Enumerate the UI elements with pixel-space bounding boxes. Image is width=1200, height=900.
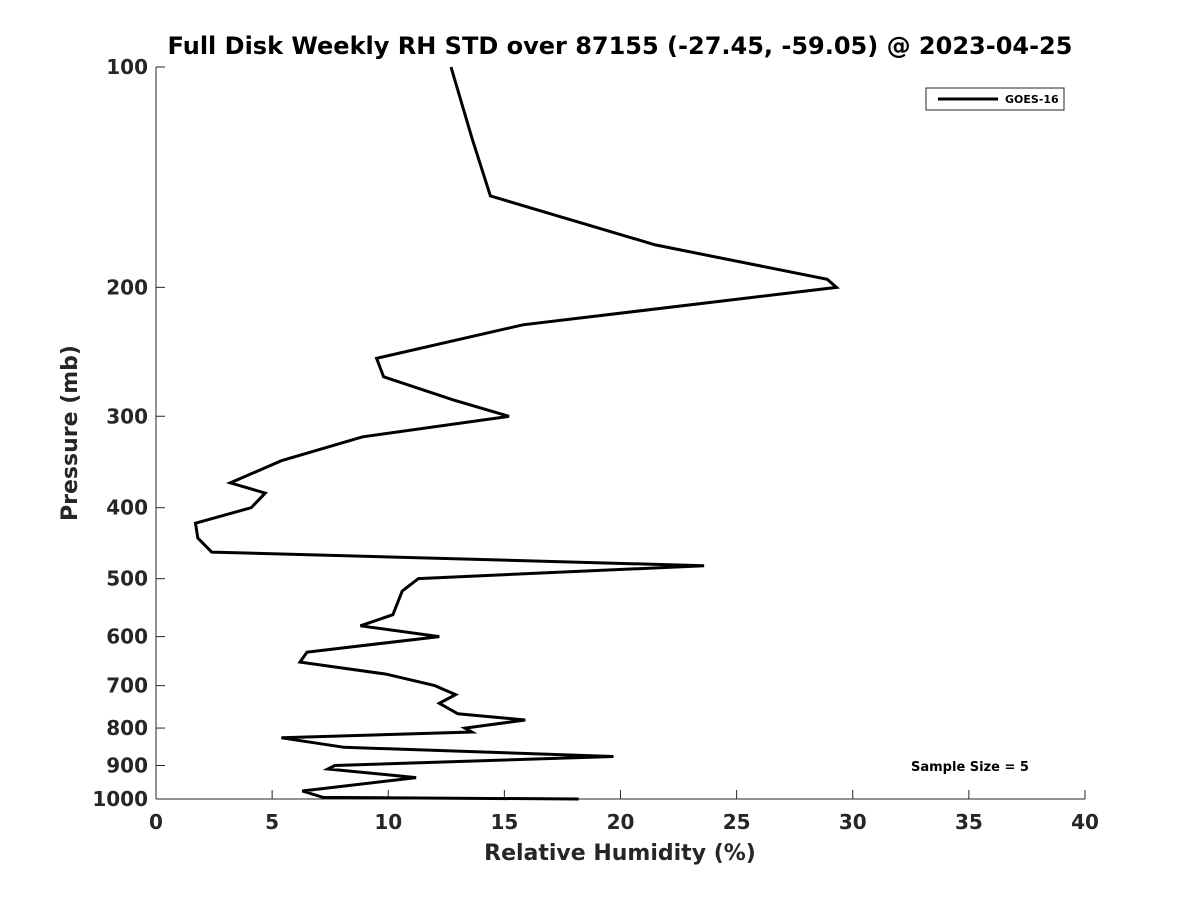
y-tick-label: 700	[106, 674, 148, 698]
x-tick-label: 15	[490, 810, 518, 834]
series-line-goes-16	[193, 66, 841, 801]
y-tick-label: 1000	[92, 787, 148, 811]
x-tick-label: 35	[955, 810, 983, 834]
y-tick-label: 400	[106, 496, 148, 520]
y-tick-label: 300	[106, 404, 148, 428]
x-tick-label: 10	[374, 810, 402, 834]
y-tick-label: 500	[106, 567, 148, 591]
x-tick-label: 25	[723, 810, 751, 834]
x-tick-label: 5	[265, 810, 279, 834]
y-tick-label: 200	[106, 275, 148, 299]
x-tick-label: 40	[1071, 810, 1099, 834]
y-tick-label: 600	[106, 625, 148, 649]
series-layer	[193, 66, 841, 801]
legend-label-goes16: GOES-16	[1005, 93, 1059, 106]
y-axis-label: Pressure (mb)	[58, 345, 83, 521]
y-tick-label: 800	[106, 716, 148, 740]
sample-size-annotation: Sample Size = 5	[911, 760, 1029, 775]
x-tick-label: 30	[839, 810, 867, 834]
x-tick-label: 0	[149, 810, 163, 834]
y-tick-label: 900	[106, 754, 148, 778]
y-tick-label: 100	[106, 55, 148, 79]
x-tick-label: 20	[607, 810, 635, 834]
plot-area	[156, 67, 1085, 799]
chart-title: Full Disk Weekly RH STD over 87155 (-27.…	[168, 32, 1073, 60]
x-axis-label: Relative Humidity (%)	[484, 841, 756, 866]
legend: GOES-16	[925, 87, 1065, 111]
axes: 0 5 10 15 20 25 30 35 40 100 200 300 400 500 600 700 800…	[92, 55, 1099, 834]
